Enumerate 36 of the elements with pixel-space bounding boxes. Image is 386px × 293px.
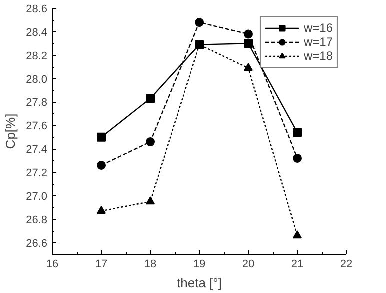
y-tick-label: 28.6 xyxy=(26,4,48,16)
point xyxy=(97,206,106,214)
point xyxy=(97,132,106,142)
point xyxy=(293,128,302,138)
point xyxy=(293,154,302,163)
y-tick-label: 28.2 xyxy=(26,50,48,62)
y-tick-label: 27.6 xyxy=(26,120,48,133)
point xyxy=(244,63,253,72)
y-tick-label: 27.4 xyxy=(26,144,48,156)
y-tick-label: 26.6 xyxy=(26,238,48,250)
y-axis-title: Cp[%] xyxy=(3,114,18,150)
y-tick-label: 28.0 xyxy=(26,74,48,86)
point xyxy=(293,230,302,239)
point xyxy=(146,94,155,104)
y-tick-label: 27.8 xyxy=(26,97,48,110)
point xyxy=(244,39,253,48)
y-tick-label: 26.8 xyxy=(26,214,48,226)
x-tick-label: 22 xyxy=(340,258,353,270)
x-tick-label: 20 xyxy=(242,258,255,270)
legend-label: w=16 xyxy=(304,21,333,35)
point xyxy=(244,30,253,39)
x-axis-title: theta [°] xyxy=(177,276,222,290)
x-tick-label: 21 xyxy=(291,258,304,270)
point xyxy=(195,18,204,28)
point xyxy=(146,196,155,205)
y-tick-label: 27.0 xyxy=(26,190,48,203)
x-tick-label: 18 xyxy=(144,258,157,270)
y-tick-label: 28.4 xyxy=(26,26,48,39)
legend-label: w=18 xyxy=(304,49,333,63)
point xyxy=(97,160,106,170)
x-tick-label: 17 xyxy=(95,258,108,270)
point xyxy=(146,138,155,147)
x-tick-label: 16 xyxy=(46,258,59,270)
legend-label: w=17 xyxy=(304,35,333,49)
x-tick-label: 19 xyxy=(193,258,206,270)
y-tick-label: 27.2 xyxy=(26,168,48,180)
